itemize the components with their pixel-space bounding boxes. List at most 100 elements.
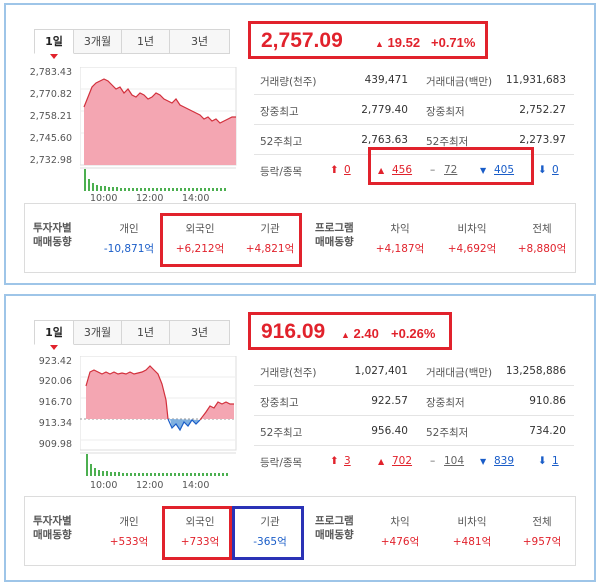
- advance-decline-row: 등락/종목 ⬆ 0 ▲ 456 – 72 ▼ 405 ⬇ 0: [254, 155, 574, 185]
- program-arbitrage: 차익 +476억: [365, 514, 435, 549]
- info-label: 거래량(천주): [260, 76, 317, 88]
- info-label: 거래량(천주): [260, 367, 317, 379]
- price-chart-svg: [80, 356, 237, 476]
- tab-3-years[interactable]: 3년: [170, 29, 230, 54]
- x-tick-label: 14:00: [182, 193, 210, 204]
- title-line: 투자자별: [33, 515, 72, 527]
- investor-institution: 기관 +4,821억: [235, 221, 305, 256]
- investor-name: 외국인: [185, 223, 215, 235]
- info-row: 거래량(천주) 439,471 거래대금(백만) 11,931,683: [254, 65, 574, 95]
- info-value: 1,027,401: [354, 365, 408, 377]
- advancing-count[interactable]: 456: [392, 164, 413, 176]
- declining-count[interactable]: 839: [494, 455, 515, 467]
- program-name: 전체: [532, 223, 552, 235]
- y-tick-label: 916.70: [38, 397, 72, 408]
- title-line: 프로그램: [315, 222, 354, 234]
- down-triangle-icon: ▼: [480, 166, 487, 175]
- up-triangle-icon: ▲: [378, 166, 385, 175]
- investor-individual: 개인 -10,871억: [99, 221, 159, 256]
- info-value: 13,258,886: [505, 365, 566, 377]
- foreign-institution-highlight: [160, 213, 302, 267]
- x-tick-label: 10:00: [90, 480, 118, 491]
- price-area-up: [86, 366, 168, 419]
- info-row: 52주최고 956.40 52주최저 734.20: [254, 416, 574, 446]
- info-value: 922.57: [371, 395, 408, 407]
- up-triangle-icon: ▲: [341, 330, 350, 340]
- info-value: 956.40: [371, 425, 408, 437]
- lower-limit-count[interactable]: 0: [552, 164, 559, 176]
- price-line: [83, 78, 236, 124]
- investor-individual: 개인 +533억: [99, 514, 159, 549]
- investor-name: 기관: [260, 516, 280, 528]
- index-change: ▲ 2.40: [341, 326, 379, 341]
- title-line: 매매동향: [315, 529, 354, 541]
- tab-1-day[interactable]: 1일: [34, 320, 74, 350]
- investor-name: 개인: [119, 516, 139, 528]
- program-value: +476억: [380, 536, 420, 548]
- period-tabs: 1일 3개월 1년 3년: [34, 29, 230, 59]
- tab-3-months[interactable]: 3개월: [74, 29, 122, 54]
- index-change-rate: +0.71%: [431, 35, 476, 50]
- advance-decline-row: 등락/종목 ⬆ 3 ▲ 702 – 104 ▼ 839 ⬇ 1: [254, 446, 574, 476]
- x-tick-label: 12:00: [136, 193, 164, 204]
- up-triangle-icon: ▲: [378, 457, 385, 466]
- unchanged-count[interactable]: 72: [444, 164, 458, 176]
- tab-1-year[interactable]: 1년: [122, 29, 170, 54]
- program-name: 비차익: [457, 516, 487, 528]
- program-value: +4,187억: [375, 243, 425, 255]
- index-change-rate: +0.26%: [391, 326, 436, 341]
- price-area: [84, 79, 236, 165]
- investor-value: +733억: [180, 536, 220, 548]
- info-row: 52주최고 2,763.63 52주최저 2,273.97: [254, 125, 574, 155]
- program-non-arbitrage: 비차익 +4,692억: [437, 221, 507, 256]
- x-tick-label: 10:00: [90, 193, 118, 204]
- program-non-arbitrage: 비차익 +481억: [437, 514, 507, 549]
- y-tick-label: 920.06: [38, 376, 72, 387]
- declining-count[interactable]: 405: [494, 164, 515, 176]
- title-line: 매매동향: [33, 236, 72, 248]
- advance-decline-label: 등락/종목: [260, 166, 303, 178]
- current-price-box: 916.09 ▲ 2.40 +0.26%: [248, 312, 452, 350]
- index-price: 2,757.09: [261, 29, 343, 52]
- upper-limit-count[interactable]: 0: [344, 164, 351, 176]
- investor-trend-title: 투자자별 매매동향: [33, 514, 72, 542]
- info-label: 장중최저: [426, 397, 465, 409]
- institution-highlight: [232, 506, 304, 560]
- index-panel-kosdaq: 1일 3개월 1년 3년 923.42 920.06 916.70 913.34…: [4, 294, 596, 582]
- investor-trend-title: 투자자별 매매동향: [33, 221, 72, 249]
- program-value: +4,692억: [447, 243, 497, 255]
- y-tick-label: 2,783.43: [29, 67, 72, 78]
- tab-1-day[interactable]: 1일: [34, 29, 74, 59]
- investor-value: +4,821억: [245, 243, 295, 255]
- upper-limit-arrow-icon: ⬆: [330, 455, 339, 467]
- index-panel-kospi: 1일 3개월 1년 3년 2,783.43 2,770.82 2,758.21 …: [4, 3, 596, 285]
- tab-3-months[interactable]: 3개월: [74, 320, 122, 345]
- info-value: 734.20: [529, 425, 566, 437]
- program-value: +8,880억: [517, 243, 567, 255]
- down-triangle-icon: ▼: [480, 457, 487, 466]
- advance-decline-highlight: [368, 147, 534, 185]
- investor-value: +6,212억: [175, 243, 225, 255]
- index-change: ▲ 19.52: [375, 35, 420, 50]
- info-row: 장중최고 2,779.40 장중최저 2,752.27: [254, 95, 574, 125]
- change-value: 19.52: [387, 35, 421, 50]
- advancing-count[interactable]: 702: [392, 455, 413, 467]
- investor-name: 외국인: [185, 516, 215, 528]
- investor-institution: 기관 -365억: [235, 514, 305, 549]
- investor-foreign: 외국인 +6,212억: [165, 221, 235, 256]
- program-value: +481억: [452, 536, 492, 548]
- info-value: 910.86: [529, 395, 566, 407]
- tab-3-years[interactable]: 3년: [170, 320, 230, 345]
- index-price: 916.09: [261, 320, 326, 343]
- tab-1-year[interactable]: 1년: [122, 320, 170, 345]
- unchanged-dash-icon: –: [430, 455, 436, 467]
- info-value: 11,931,683: [505, 74, 566, 86]
- program-name: 전체: [532, 516, 552, 528]
- info-value: 2,273.97: [519, 134, 566, 146]
- program-trend-title: 프로그램 매매동향: [315, 514, 354, 542]
- unchanged-count[interactable]: 104: [444, 455, 465, 467]
- info-value: 2,779.40: [361, 104, 408, 116]
- info-label: 52주최고: [260, 136, 303, 148]
- lower-limit-count[interactable]: 1: [552, 455, 559, 467]
- upper-limit-count[interactable]: 3: [344, 455, 351, 467]
